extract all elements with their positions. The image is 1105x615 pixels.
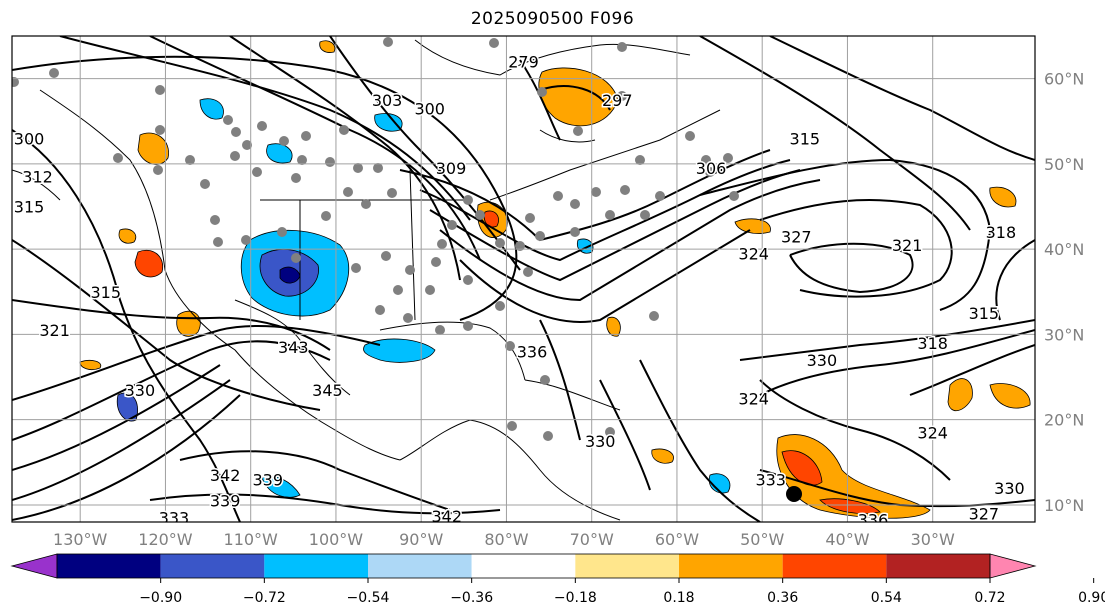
colorbar-segment <box>575 554 679 578</box>
contour-layer <box>12 36 1035 522</box>
colorbar-tick-label: 0.18 <box>663 590 694 606</box>
contour-label: 339 <box>210 492 241 511</box>
contour-label: 321 <box>892 236 923 255</box>
longitude-label: 60°W <box>655 530 699 549</box>
longitude-label: 110°W <box>224 530 279 549</box>
colorbar-segment <box>57 554 161 578</box>
longitude-label: 50°W <box>740 530 784 549</box>
longitude-label: 40°W <box>825 530 869 549</box>
colorbar-tick-label: −0.54 <box>347 590 390 606</box>
colorbar-segment <box>368 554 472 578</box>
colorbar-tick-label: 0.36 <box>767 590 798 606</box>
longitude-labels: 130°W 120°W 110°W 100°W 90°W 80°W 70°W 60°W 50°W… <box>53 530 955 549</box>
contour-label: 345 <box>312 381 343 400</box>
longitude-label: 120°W <box>138 530 193 549</box>
colorbar-segment <box>160 554 265 578</box>
longitude-label: 70°W <box>570 530 614 549</box>
longitude-label: 100°W <box>309 530 364 549</box>
contour-label: 336 <box>517 342 548 361</box>
contour-label: 339 <box>252 470 283 489</box>
contour-label: 327 <box>969 504 1000 523</box>
contour-label: 315 <box>91 283 122 302</box>
colorbar-outline <box>56 553 991 579</box>
colorbar-tick-label: 0.90 <box>1078 590 1105 606</box>
contour-label: 279 <box>508 53 539 72</box>
latitude-label: 30°N <box>1044 325 1084 344</box>
gridlines <box>12 36 1035 522</box>
colorbar-tick-label: 0.54 <box>871 590 902 606</box>
contour-label: 330 <box>807 351 838 370</box>
contour-label: 327 <box>781 227 812 246</box>
contour-label: 333 <box>159 509 190 528</box>
latitude-labels: 60°N 50°N 40°N 30°N 20°N 10°N <box>1044 70 1084 515</box>
contour-label: 312 <box>22 168 53 187</box>
contour-label: 315 <box>14 198 45 217</box>
contour-label: 342 <box>432 507 463 526</box>
colorbar-segment <box>471 554 576 578</box>
latitude-label: 10°N <box>1044 496 1084 515</box>
colorbar-tick-label: −0.18 <box>554 590 597 606</box>
contour-label: 330 <box>125 381 156 400</box>
longitude-label: 30°W <box>911 530 955 549</box>
contour-label: 333 <box>755 470 786 489</box>
contour-label: 330 <box>994 479 1025 498</box>
contour-label: 342 <box>210 466 241 485</box>
contour-label: 336 <box>858 510 889 529</box>
colorbar: −0.90 −0.72 −0.54 −0.36 −0.18 0.18 0.36 0.54 0.7… <box>10 553 1105 606</box>
contour-label: 318 <box>986 223 1017 242</box>
contour-label: 300 <box>414 99 445 118</box>
colorbar-segment <box>264 554 368 578</box>
storm-marker <box>786 486 802 502</box>
colorbar-extend-high <box>989 553 1037 579</box>
map-panel <box>12 36 1035 522</box>
shading-layer <box>79 40 1031 519</box>
contour-label: 315 <box>790 129 821 148</box>
contour-label: 324 <box>917 423 948 442</box>
station-dots <box>12 37 739 441</box>
map-border <box>11 35 1036 523</box>
contour-label: 306 <box>696 159 727 178</box>
contour-label: 303 <box>372 91 403 110</box>
latitude-label: 40°N <box>1044 240 1084 259</box>
contour-label: 300 <box>14 129 45 148</box>
colorbar-segment <box>782 554 887 578</box>
contour-label: 318 <box>917 334 948 353</box>
contour-label: 297 <box>602 91 633 110</box>
colorbar-extend-low <box>10 553 58 579</box>
contour-label: 324 <box>738 244 769 263</box>
colorbar-tick-label: −0.72 <box>243 590 286 606</box>
colorbar-segment <box>886 554 990 578</box>
contour-label: 309 <box>436 159 467 178</box>
contour-label: 321 <box>39 321 70 340</box>
latitude-label: 50°N <box>1044 155 1084 174</box>
contour-label: 330 <box>585 432 616 451</box>
colorbar-segment <box>679 554 783 578</box>
contour-labels: 300 312 315 315 321 330 342 339 339 333 342 303 300 3… <box>12 51 1026 529</box>
latitude-label: 20°N <box>1044 411 1084 430</box>
map-title: 2025090500 F096 <box>470 9 635 29</box>
colorbar-tick-label: 0.72 <box>974 590 1005 606</box>
contour-label: 315 <box>969 304 1000 323</box>
longitude-label: 80°W <box>484 530 528 549</box>
colorbar-tick-label: −0.90 <box>139 590 182 606</box>
latitude-label: 60°N <box>1044 70 1084 89</box>
contour-label: 343 <box>278 338 309 357</box>
contour-label: 324 <box>738 389 769 408</box>
longitude-label: 130°W <box>53 530 108 549</box>
colorbar-tick-label: −0.36 <box>450 590 493 606</box>
longitude-label: 90°W <box>399 530 443 549</box>
